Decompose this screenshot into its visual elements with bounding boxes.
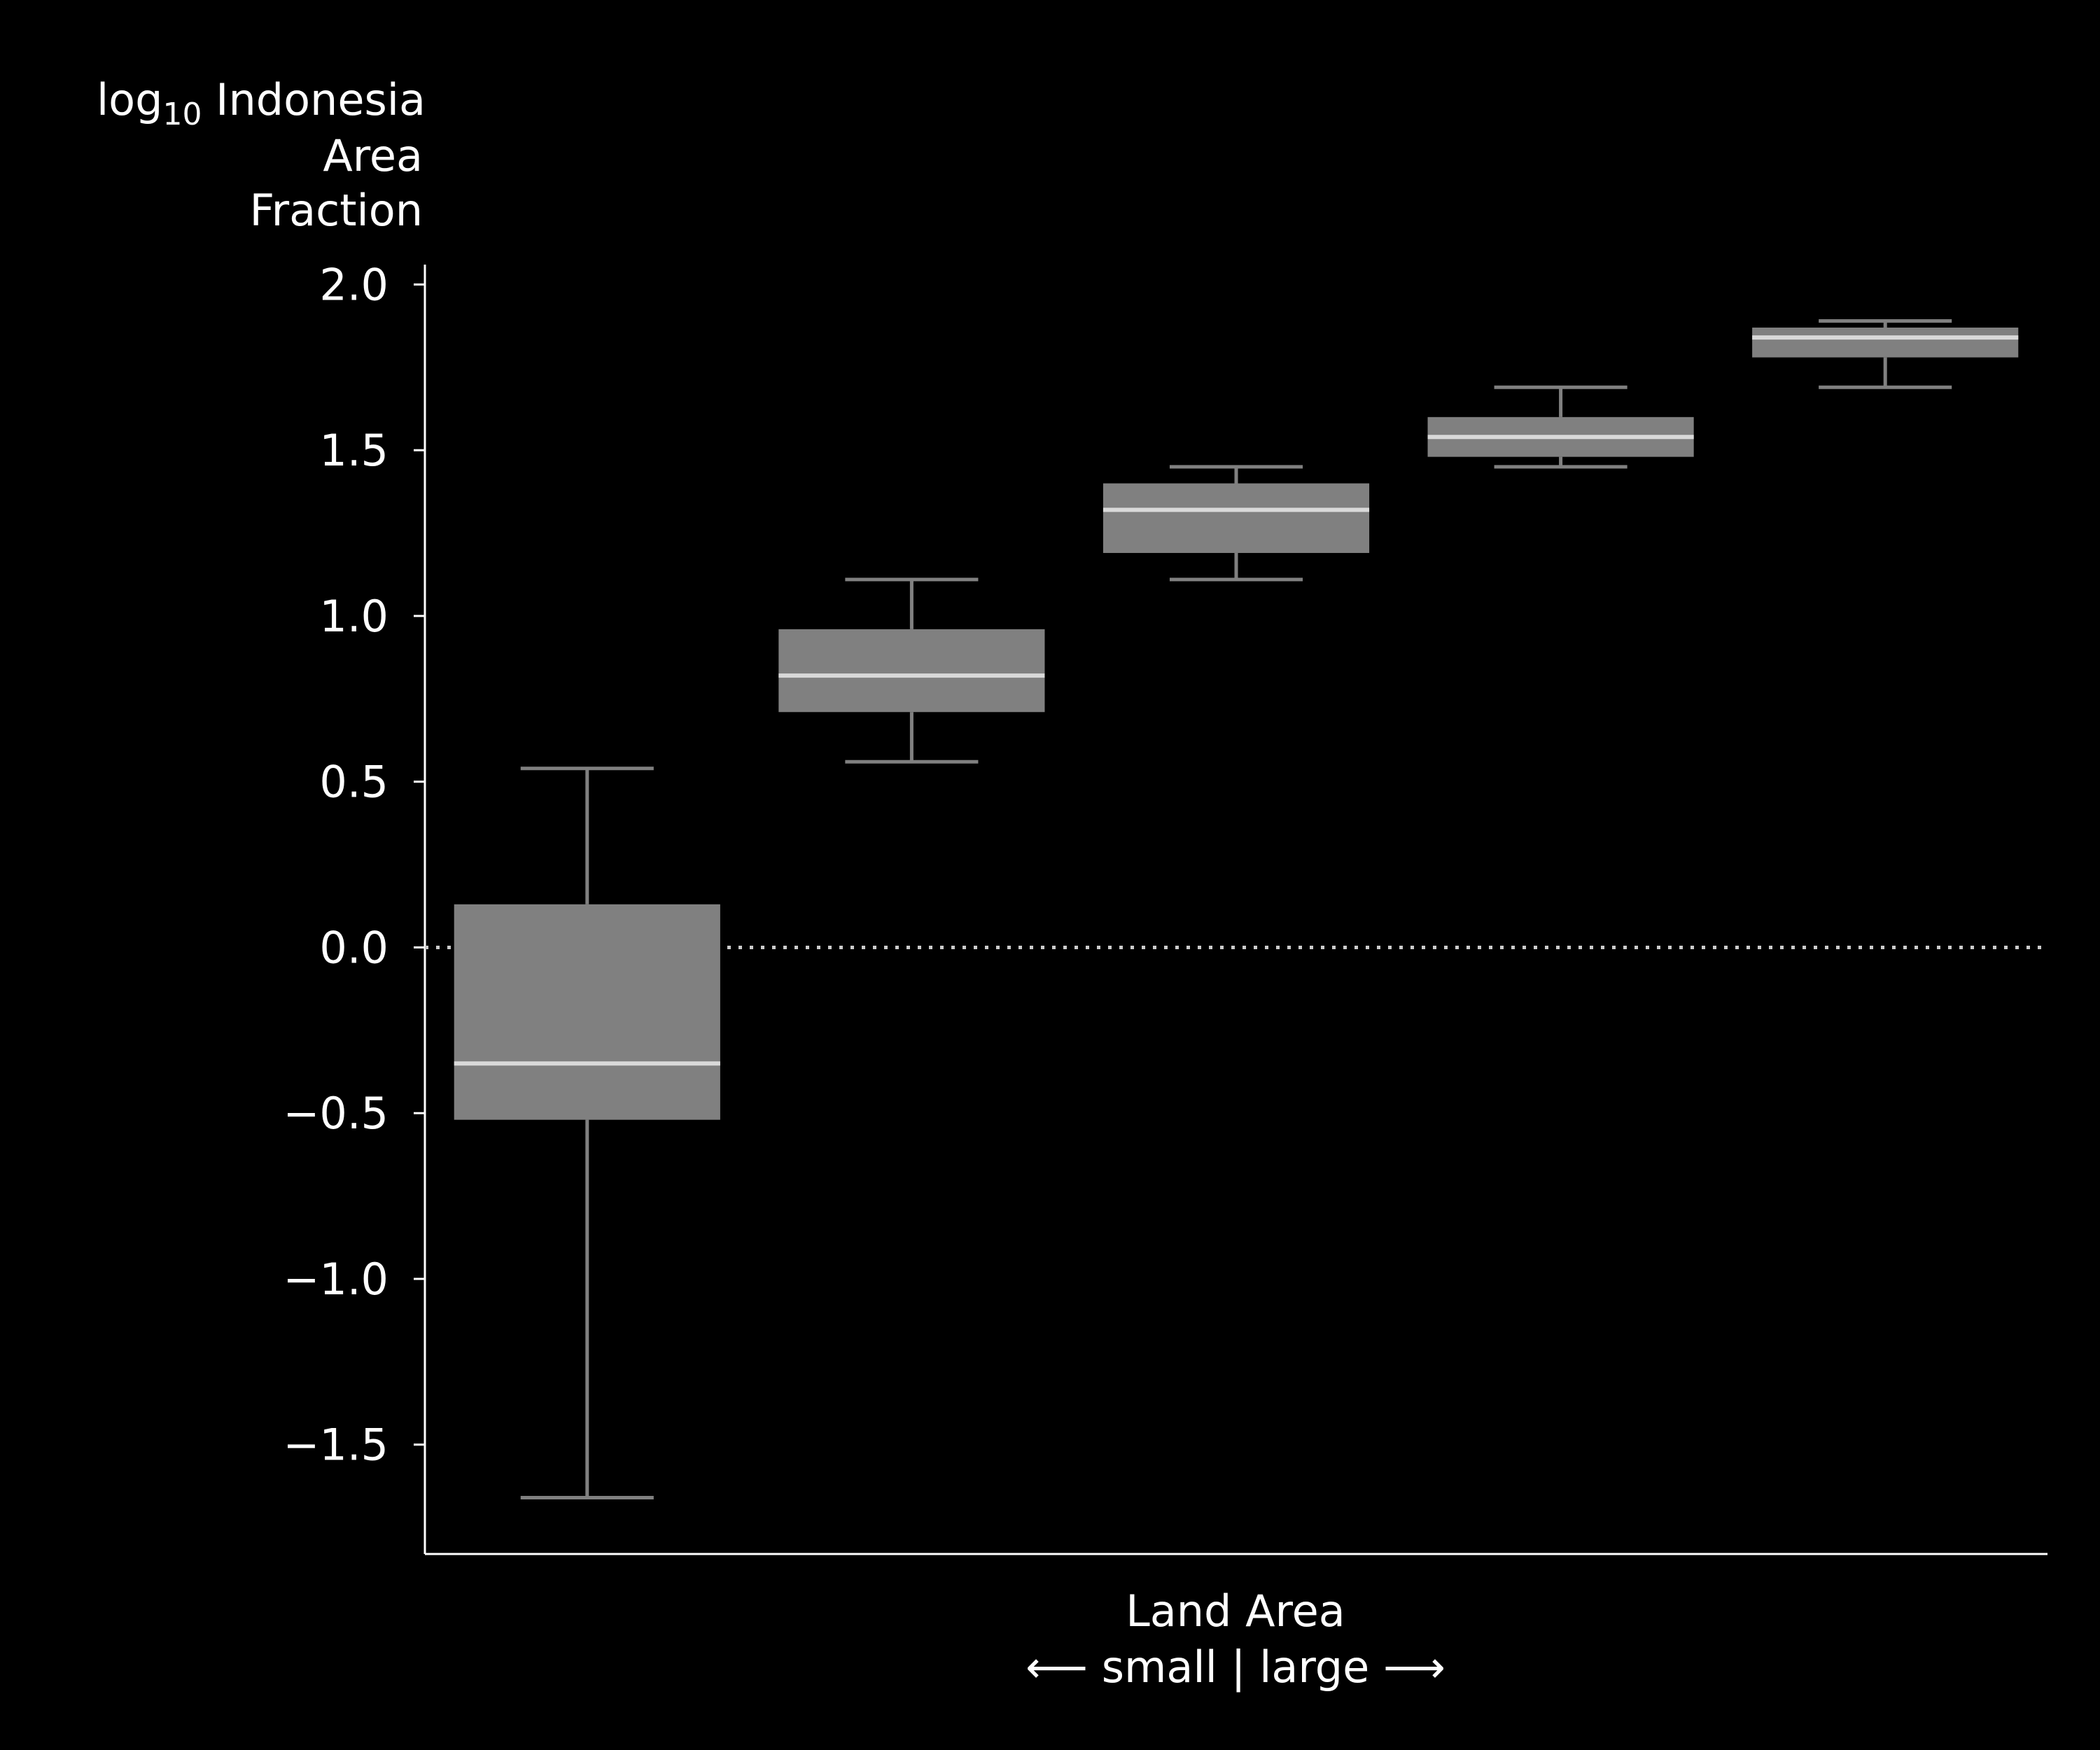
x-axis-title: Land Area ⟵ small | large ⟶	[1026, 1586, 1446, 1693]
y-axis-title: log10 Indonesia Area Fraction	[97, 74, 426, 236]
y-tick-label: −0.5	[283, 1088, 388, 1139]
box-body	[778, 629, 1045, 713]
x-axis-title-line-2: ⟵ small | large ⟶	[1026, 1642, 1446, 1693]
y-axis-title-line-3: Fraction	[250, 185, 424, 236]
box-body	[1752, 327, 2019, 358]
y-tick-label: 0.0	[319, 922, 388, 973]
y-tick-label: 0.5	[319, 757, 388, 808]
box-body	[1102, 483, 1370, 553]
y-tick-label: −1.5	[283, 1420, 388, 1471]
y-tick-label: −1.0	[283, 1254, 388, 1305]
x-axis-title-line-1: Land Area	[1126, 1586, 1345, 1637]
y-axis-title-line-2: Area	[323, 130, 423, 181]
y-tick-label: 2.0	[319, 259, 388, 310]
y-axis-title-name: Indonesia	[202, 74, 426, 125]
y-axis-title-subscript: 10	[162, 97, 202, 132]
box-body	[454, 904, 720, 1120]
y-tick-label: 1.5	[319, 425, 388, 476]
y-tick-label: 1.0	[319, 591, 388, 642]
plot-area: −1.5 −1.0 −0.5 0.0 0.5 1.0 1.5 2.0	[283, 259, 2047, 1555]
y-axis-title-line-1: log10 Indonesia	[97, 74, 426, 132]
y-axis-title-log: log	[97, 74, 163, 125]
